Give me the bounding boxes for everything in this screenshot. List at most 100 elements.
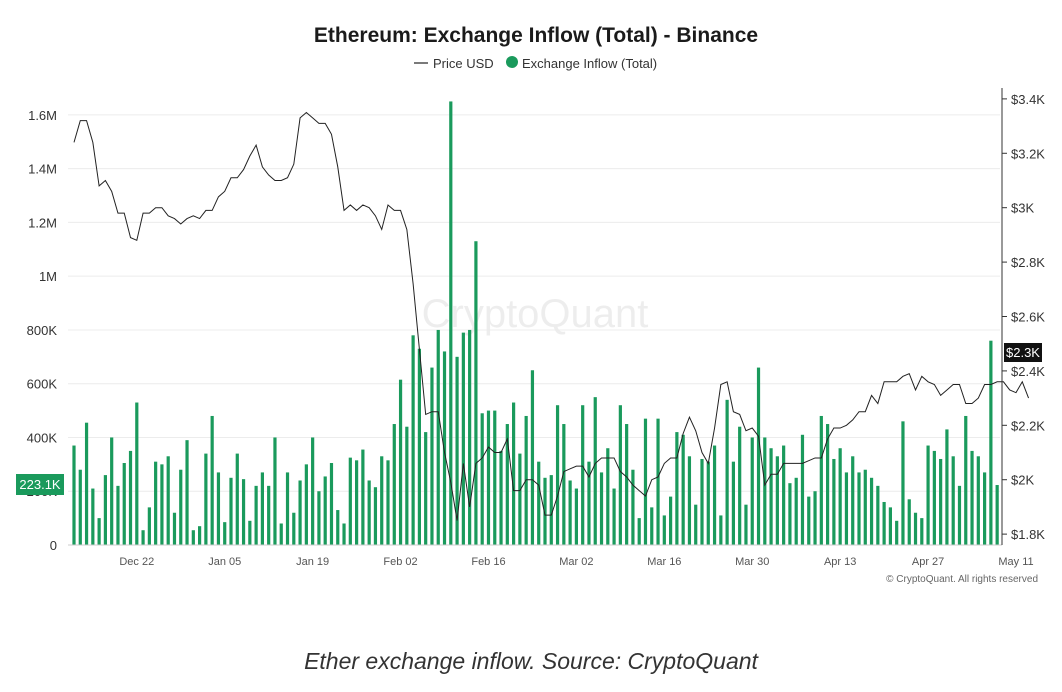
inflow-bar bbox=[248, 520, 252, 545]
inflow-bar bbox=[643, 418, 648, 545]
inflow-bar bbox=[128, 450, 133, 545]
inflow-bar bbox=[895, 520, 899, 545]
inflow-bar bbox=[392, 424, 396, 545]
inflow-bar bbox=[110, 437, 114, 545]
inflow-bar bbox=[191, 530, 195, 545]
inflow-bar bbox=[555, 405, 560, 545]
inflow-bar bbox=[876, 485, 880, 545]
x-tick-label: May 11 bbox=[998, 556, 1033, 568]
inflow-bar bbox=[512, 402, 516, 545]
left-tick-label: 1.2M bbox=[28, 215, 57, 230]
inflow-bar bbox=[235, 453, 239, 545]
inflow-bar bbox=[436, 329, 440, 545]
right-tick-label: $2K bbox=[1011, 473, 1034, 488]
inflow-bar bbox=[857, 472, 861, 545]
inflow-bar bbox=[706, 461, 710, 545]
inflow-bar bbox=[656, 418, 660, 545]
inflow-bar bbox=[807, 496, 811, 545]
inflow-bar bbox=[650, 507, 654, 545]
inflow-bar bbox=[455, 356, 459, 545]
inflow-bar bbox=[229, 477, 233, 545]
inflow-bar bbox=[254, 485, 258, 545]
inflow-bar bbox=[348, 457, 352, 545]
inflow-bar bbox=[756, 367, 761, 545]
inflow-bar bbox=[612, 488, 616, 545]
inflow-bar bbox=[141, 530, 145, 545]
inflow-bar bbox=[606, 448, 610, 545]
inflow-bar bbox=[581, 405, 585, 545]
inflow-bar bbox=[154, 461, 158, 545]
right-tick-label: $2.6K bbox=[1011, 310, 1045, 325]
right-tick-label: $3.4K bbox=[1011, 92, 1045, 107]
inflow-bar bbox=[147, 507, 151, 545]
inflow-bar bbox=[618, 405, 622, 545]
inflow-bar bbox=[449, 101, 453, 546]
inflow-bar bbox=[932, 450, 936, 545]
x-tick-label: Jan 19 bbox=[296, 556, 329, 568]
inflow-bar bbox=[342, 523, 346, 545]
inflow-bar bbox=[794, 477, 798, 545]
inflow-bars bbox=[72, 101, 999, 546]
inflow-bar bbox=[920, 518, 924, 545]
inflow-bar bbox=[593, 397, 597, 545]
legend: Price USD Exchange Inflow (Total) bbox=[414, 56, 657, 71]
inflow-bar bbox=[669, 496, 673, 545]
inflow-bar bbox=[355, 460, 359, 545]
inflow-bar bbox=[279, 523, 283, 545]
inflow-bar bbox=[712, 445, 717, 545]
inflow-bar bbox=[260, 472, 264, 545]
inflow-bar bbox=[782, 445, 786, 545]
right-tick-label: $2.8K bbox=[1011, 255, 1045, 270]
inflow-bar bbox=[317, 491, 321, 545]
inflow-bar bbox=[474, 241, 478, 545]
inflow-bar bbox=[543, 477, 547, 545]
left-tick-label: 0 bbox=[50, 538, 57, 553]
inflow-bar bbox=[304, 464, 308, 545]
inflow-bar bbox=[800, 434, 805, 545]
inflow-bar bbox=[185, 440, 189, 545]
inflow-bar bbox=[135, 402, 139, 545]
inflow-bar bbox=[530, 370, 535, 545]
x-tick-label: Feb 02 bbox=[383, 556, 417, 568]
inflow-bar bbox=[216, 472, 221, 545]
inflow-bar bbox=[241, 479, 246, 545]
inflow-bar bbox=[637, 518, 641, 545]
left-tick-label: 1M bbox=[39, 269, 57, 284]
inflow-bar bbox=[681, 434, 685, 545]
inflow-bar bbox=[499, 450, 503, 545]
right-callout-text: $2.3K bbox=[1006, 345, 1040, 360]
inflow-bar bbox=[323, 476, 327, 545]
inflow-bar bbox=[549, 475, 553, 545]
inflow-bar bbox=[204, 453, 208, 545]
figure-caption: Ether exchange inflow. Source: CryptoQua… bbox=[304, 648, 758, 674]
inflow-bar bbox=[574, 488, 578, 545]
inflow-bar bbox=[91, 488, 95, 545]
inflow-bar bbox=[882, 501, 886, 545]
x-tick-label: Apr 13 bbox=[824, 556, 856, 568]
inflow-bar bbox=[285, 472, 290, 545]
inflow-bar bbox=[907, 499, 911, 545]
copyright-notice: © CryptoQuant. All rights reserved bbox=[886, 574, 1038, 585]
inflow-bar bbox=[367, 480, 371, 545]
inflow-bar bbox=[951, 456, 955, 545]
chart-title: Ethereum: Exchange Inflow (Total) - Bina… bbox=[314, 24, 758, 47]
inflow-bar bbox=[744, 504, 748, 545]
inflow-bar bbox=[430, 367, 434, 545]
inflow-bar bbox=[863, 469, 867, 545]
inflow-bar bbox=[122, 463, 126, 545]
inflow-bar bbox=[518, 453, 522, 545]
legend-inflow-label: Exchange Inflow (Total) bbox=[522, 56, 657, 71]
x-tick-label: Feb 16 bbox=[471, 556, 505, 568]
inflow-bar bbox=[763, 437, 767, 545]
inflow-bar bbox=[267, 485, 271, 545]
left-tick-label: 600K bbox=[27, 377, 58, 392]
inflow-bar bbox=[468, 329, 472, 545]
inflow-bar bbox=[725, 399, 729, 545]
inflow-bar bbox=[731, 461, 735, 545]
inflow-bar bbox=[380, 456, 384, 545]
inflow-bar bbox=[989, 340, 993, 545]
inflow-bar bbox=[493, 410, 497, 545]
left-callout-box bbox=[16, 474, 64, 495]
inflow-bar bbox=[738, 426, 742, 545]
